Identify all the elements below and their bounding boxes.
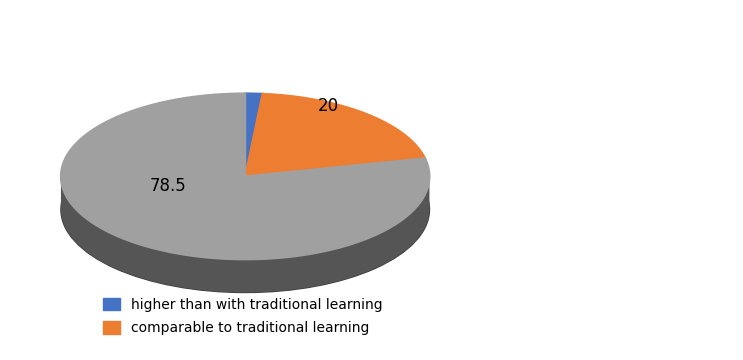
Text: 78.5: 78.5 [149,177,186,195]
Polygon shape [61,177,429,292]
Polygon shape [245,94,262,176]
Text: 20: 20 [317,97,339,115]
Polygon shape [245,94,425,176]
Polygon shape [61,94,429,259]
Ellipse shape [61,127,429,292]
Legend: higher than with traditional learning, comparable to traditional learning: higher than with traditional learning, c… [96,291,389,342]
